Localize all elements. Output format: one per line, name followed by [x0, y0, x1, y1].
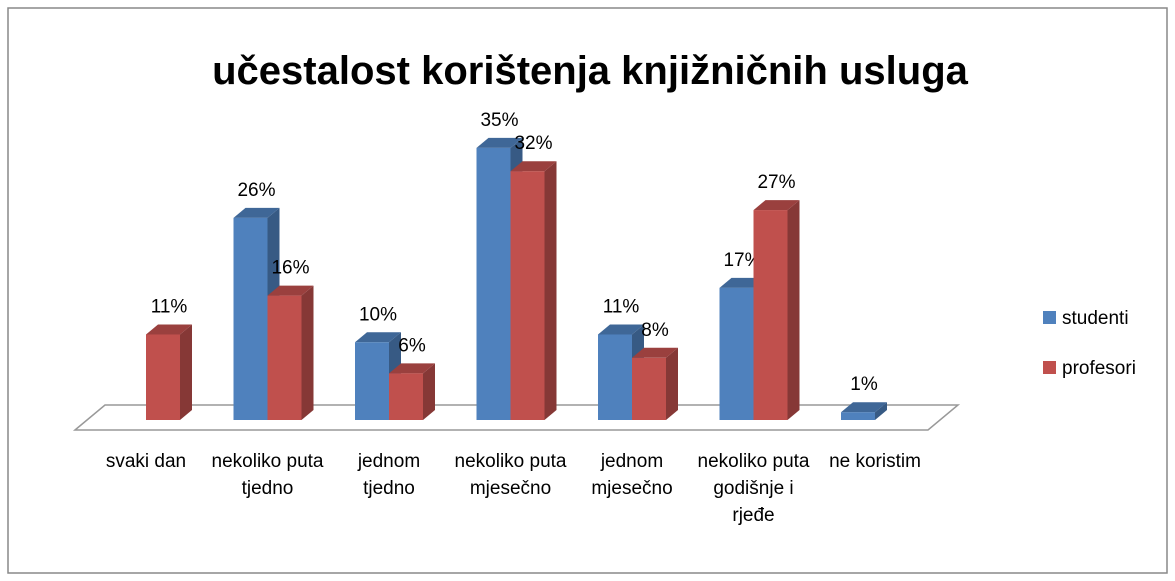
- legend-swatch: [1043, 361, 1056, 374]
- bar: [146, 334, 180, 420]
- bar-top: [389, 363, 435, 374]
- bar-top: [146, 324, 192, 335]
- data-label: 26%: [237, 180, 275, 201]
- bar: [267, 295, 302, 420]
- data-label: 10%: [359, 304, 397, 325]
- x-tick-label: nekoliko puta tjedno: [211, 451, 324, 499]
- bar-side: [787, 200, 800, 420]
- bar: [598, 334, 632, 420]
- bar-side: [875, 402, 887, 420]
- chart-title: učestalost korištenja knjižničnih usluga: [212, 49, 968, 93]
- data-label: 16%: [271, 258, 309, 279]
- data-label: 6%: [398, 335, 426, 356]
- bar-top: [753, 200, 800, 211]
- bar: [841, 412, 875, 420]
- bar-top: [267, 285, 314, 296]
- data-label: 11%: [603, 296, 640, 317]
- bar-top: [510, 161, 557, 172]
- x-tick-label: jednom mjesečno: [591, 451, 673, 499]
- bar-top: [233, 207, 280, 218]
- data-label: 17%: [723, 250, 761, 271]
- bar: [753, 210, 788, 420]
- data-label: 1%: [850, 374, 878, 395]
- legend-label: profesori: [1062, 358, 1136, 379]
- chart-border: [7, 7, 1168, 574]
- legend-swatch: [1043, 311, 1056, 324]
- bar: [476, 147, 511, 420]
- x-tick-label: nekoliko puta godišnje i rjeđe: [697, 451, 810, 526]
- data-label: 8%: [641, 320, 669, 341]
- x-tick-label: jednom tjedno: [357, 451, 421, 499]
- bar: [355, 342, 389, 420]
- data-label: 27%: [757, 172, 795, 193]
- bar: [632, 357, 666, 420]
- data-label: 35%: [480, 110, 518, 131]
- bar-top: [598, 324, 644, 335]
- x-tick-label: svaki dan: [105, 451, 187, 472]
- bar-side: [301, 285, 314, 420]
- bar: [719, 287, 754, 420]
- x-tick-label: ne koristim: [829, 451, 921, 472]
- bar-side: [180, 324, 192, 420]
- data-label: 11%: [151, 296, 188, 317]
- x-tick-label: nekoliko puta mjesečno: [454, 451, 567, 499]
- bar-top: [632, 347, 678, 358]
- legend-label: studenti: [1062, 308, 1129, 329]
- bar-side: [666, 347, 678, 420]
- bar-top: [841, 402, 887, 413]
- bar-top: [355, 332, 401, 343]
- bar: [233, 217, 268, 420]
- bar: [510, 171, 545, 420]
- data-label: 32%: [514, 133, 552, 154]
- bar-side: [544, 161, 557, 420]
- bar-side: [423, 363, 435, 420]
- bar: [389, 373, 423, 420]
- bar-top: [476, 137, 523, 148]
